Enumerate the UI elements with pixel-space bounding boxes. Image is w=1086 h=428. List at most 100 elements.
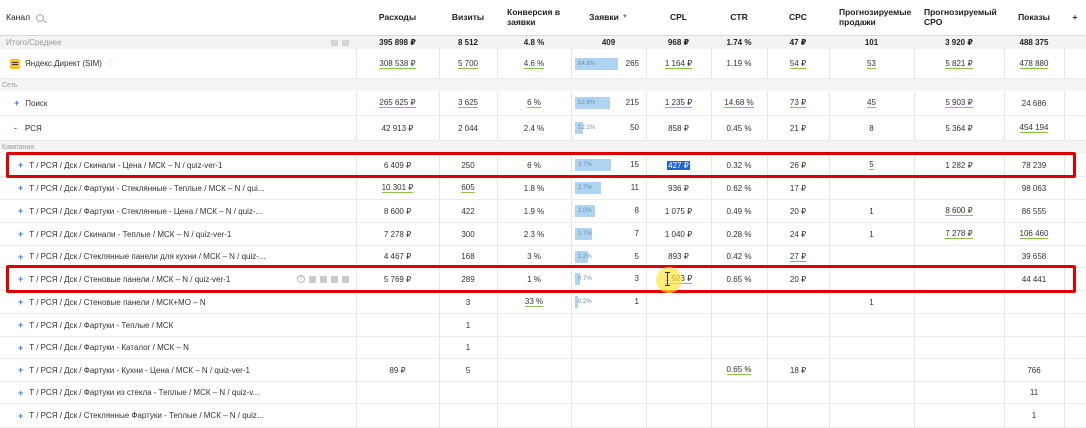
metric-value[interactable]: 454 194 xyxy=(1019,123,1049,133)
phone-icon[interactable] xyxy=(331,39,338,46)
stop-icon[interactable] xyxy=(309,275,316,283)
col-divider xyxy=(711,0,712,428)
metric-value[interactable]: 5 xyxy=(869,160,874,170)
expand-plus-icon[interactable]: + xyxy=(18,206,24,216)
metric-value[interactable]: 308 538 ₽ xyxy=(379,58,416,69)
metric-value[interactable]: 1 164 ₽ xyxy=(664,58,693,69)
metric-value[interactable]: 4.6 % xyxy=(523,58,545,69)
metric-value[interactable]: 27 ₽ xyxy=(789,251,807,262)
expand-plus-icon[interactable]: + xyxy=(18,183,24,193)
expand-plus-icon[interactable]: + xyxy=(18,274,24,284)
search-icon[interactable] xyxy=(36,13,45,22)
header-cpl[interactable]: CPL xyxy=(646,0,711,35)
expand-plus-icon[interactable]: + xyxy=(14,98,20,108)
metric-value[interactable]: 478 880 xyxy=(1019,58,1049,69)
row-action-icons[interactable]: ? xyxy=(297,275,349,283)
menu-icon[interactable] xyxy=(342,39,349,46)
metric-value[interactable]: 8 600 ₽ xyxy=(945,206,973,216)
metric-cell xyxy=(1004,314,1064,336)
metric-value: 21 ₽ xyxy=(789,123,807,133)
expand-plus-icon[interactable]: + xyxy=(18,320,24,330)
metric-value[interactable]: 73 ₽ xyxy=(789,98,807,108)
metric-cell: 64.8% 265 xyxy=(571,49,646,78)
metric-cell: 2.0% 8 xyxy=(571,200,646,222)
row-label-cell[interactable]: + T / РСЯ / Дск / Фартуки - Теплые / МСК xyxy=(0,314,356,336)
row-label-cell[interactable]: + T / РСЯ / Дск / Скинали - Теплые / МСК … xyxy=(0,223,356,245)
row-label-cell[interactable]: + T / РСЯ / Дск / Фартуки из стекла - Теп… xyxy=(0,382,356,403)
expand-plus-icon[interactable]: + xyxy=(18,297,24,307)
metric-value[interactable]: 33 % xyxy=(524,297,544,307)
metric-cell: 427 ₽ xyxy=(646,154,711,176)
metric-value[interactable]: 1 235 ₽ xyxy=(664,98,693,108)
metric-value[interactable]: 53 xyxy=(867,58,876,69)
header-impressions[interactable]: Показы xyxy=(1004,0,1064,35)
row-label: Поиск xyxy=(25,98,48,108)
expand-plus-icon[interactable]: + xyxy=(18,410,24,421)
header-label: Визиты xyxy=(451,11,485,22)
header-forecast-sales[interactable]: Прогнозируемые продажи xyxy=(829,0,914,35)
metric-value[interactable]: 5 903 ₽ xyxy=(945,98,973,108)
row-label-cell[interactable]: + T / РСЯ / Дск / Стеновые панели / МСК+М… xyxy=(0,291,356,313)
metric-cell: 1 164 ₽ xyxy=(646,49,711,78)
row-label-cell[interactable]: + T / РСЯ / Дск / Стеновые панели / МСК –… xyxy=(0,268,356,290)
metric-cell xyxy=(767,382,829,403)
expand-plus-icon[interactable]: + xyxy=(18,342,24,353)
header-forecast-cpo[interactable]: Прогнозируемый CPO xyxy=(914,0,1004,35)
sort-desc-icon[interactable]: ▼ xyxy=(621,14,628,21)
menu-icon[interactable] xyxy=(342,275,349,283)
metric-cell: 936 ₽ xyxy=(646,177,711,199)
header-channel[interactable]: Канал xyxy=(0,0,356,35)
metric-cell xyxy=(914,268,1004,290)
metric-value[interactable]: 10 301 ₽ xyxy=(381,183,414,193)
row-label-cell[interactable]: + T / РСЯ / Дск / Фартуки - Стеклянные - … xyxy=(0,177,356,199)
header-leads[interactable]: Заявки ▼ xyxy=(571,0,646,35)
row-label-cell[interactable]: + T / РСЯ / Дск / Фартуки - Кухни - Цена … xyxy=(0,359,356,381)
row-label-cell[interactable]: + Поиск xyxy=(0,91,356,115)
phone-icon[interactable] xyxy=(331,275,338,283)
expand-plus-icon[interactable]: + xyxy=(18,387,24,398)
help-icon[interactable]: ? xyxy=(297,275,305,283)
leads-bar-fill xyxy=(575,228,593,240)
metric-value[interactable]: 605 xyxy=(461,183,475,193)
row-label-cell[interactable]: + T / РСЯ / Дск / Стеклянные панели для к… xyxy=(0,246,356,267)
row-label-cell[interactable]: + T / РСЯ / Дск / Фартуки - Стеклянные - … xyxy=(0,200,356,222)
metric-value[interactable]: 0.65 % xyxy=(726,365,752,375)
metric-value[interactable]: 14.68 % xyxy=(724,98,754,108)
metric-value[interactable]: 54 ₽ xyxy=(789,58,807,69)
metric-value[interactable]: 106 460 xyxy=(1019,229,1049,239)
heart-icon[interactable]: ♡ xyxy=(105,59,114,68)
col-divider xyxy=(356,0,357,428)
folder-icon[interactable] xyxy=(320,275,327,283)
expand-plus-icon[interactable]: + xyxy=(18,365,24,375)
header-cost[interactable]: Расходы xyxy=(356,0,439,35)
header-conversion[interactable]: Конверсия в заявки xyxy=(497,0,571,35)
metric-value[interactable]: 45 xyxy=(867,98,876,108)
metric-value[interactable]: 5 821 ₽ xyxy=(945,58,973,69)
add-column-button[interactable]: + xyxy=(1072,11,1078,22)
metric-value[interactable]: 265 625 ₽ xyxy=(379,98,416,108)
metric-value[interactable]: 5 700 xyxy=(457,58,479,69)
metric-value[interactable]: 7 278 ₽ xyxy=(945,229,973,239)
header-cpc[interactable]: CPC xyxy=(767,0,829,35)
row-label-cell[interactable]: + T / РСЯ / Дск / Скинали - Цена / МСК – … xyxy=(0,154,356,176)
header-ctr[interactable]: CTR xyxy=(711,0,767,35)
row-label-cell[interactable]: + T / РСЯ / Дск / Стеклянные Фартуки - Те… xyxy=(0,404,356,427)
metric-cell: 4 467 ₽ xyxy=(356,246,439,267)
collapse-minus-icon[interactable]: - xyxy=(14,123,17,133)
row-label: T / РСЯ / Дск / Фартуки - Каталог / МСК … xyxy=(29,343,189,352)
metric-cell: 1 282 ₽ xyxy=(914,154,1004,176)
metric-value[interactable]: 3 625 xyxy=(457,98,479,108)
row-label-cell[interactable]: - РСЯ xyxy=(0,116,356,140)
expand-plus-icon[interactable]: + xyxy=(18,160,24,170)
expand-plus-icon[interactable]: + xyxy=(18,251,24,262)
total-row-icons[interactable] xyxy=(331,39,349,46)
expand-plus-icon[interactable]: + xyxy=(18,229,24,239)
header-label: Прогнозируемые продажи xyxy=(839,7,912,27)
metric-cell: 44 441 xyxy=(1004,268,1064,290)
row-label-cell[interactable]: Яндекс.Директ (SIM) ♡ xyxy=(0,49,356,78)
total-value: 968 ₽ xyxy=(667,38,690,47)
metric-cell: 0.32 % xyxy=(711,154,767,176)
metric-value[interactable]: 6 % xyxy=(527,98,541,108)
row-label-cell[interactable]: + T / РСЯ / Дск / Фартуки - Каталог / МСК… xyxy=(0,337,356,358)
header-visits[interactable]: Визиты xyxy=(439,0,497,35)
